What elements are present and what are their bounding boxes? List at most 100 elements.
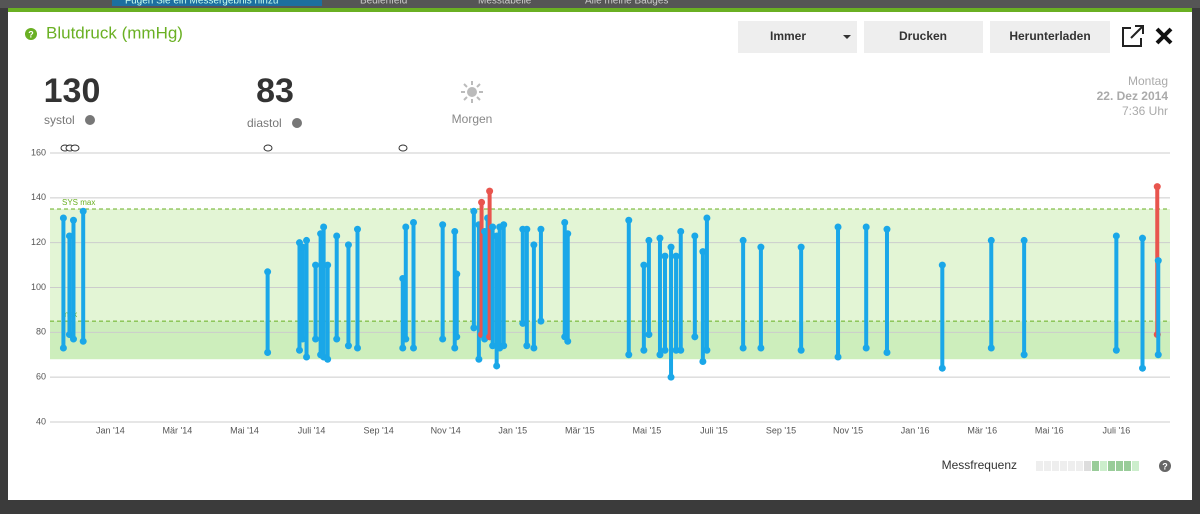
- systol-point: [691, 232, 699, 240]
- systol-point: [677, 227, 685, 235]
- systol-point: [1020, 236, 1028, 244]
- diastol-point: [797, 346, 805, 354]
- close-icon[interactable]: [1155, 27, 1173, 45]
- systol-point: [303, 236, 311, 244]
- diastol-point: [691, 333, 699, 341]
- x-tick-label: Juli '16: [1102, 425, 1130, 435]
- diastol-point: [625, 351, 633, 359]
- systol-point: [667, 243, 675, 251]
- systol-point: [699, 248, 707, 256]
- diastol-point: [333, 335, 341, 343]
- diastol-point: [439, 335, 447, 343]
- sun-icon: [461, 81, 483, 103]
- diastol-point: [344, 342, 352, 350]
- normal-zone: [50, 209, 1170, 322]
- diastol-point: [1020, 351, 1028, 359]
- diastol-point: [564, 337, 572, 345]
- systol-point: [486, 187, 494, 195]
- systol-point: [797, 243, 805, 251]
- diastol-label: diastol: [247, 116, 282, 130]
- systol-point: [478, 198, 486, 206]
- systol-point: [523, 225, 531, 233]
- systol-point: [65, 232, 73, 240]
- systol-point: [439, 221, 447, 229]
- diastol-point: [987, 344, 995, 352]
- diastol-point: [69, 335, 77, 343]
- diastol-point: [677, 346, 685, 354]
- systol-point: [1154, 257, 1162, 265]
- diastol-point: [1139, 364, 1147, 372]
- systol-point: [561, 218, 569, 226]
- diastol-point: [757, 344, 765, 352]
- systol-point: [987, 236, 995, 244]
- x-tick-label: Juli '14: [298, 425, 326, 435]
- systol-point: [409, 218, 417, 226]
- print-button[interactable]: [864, 21, 983, 53]
- download-button[interactable]: [990, 21, 1110, 53]
- note-icons[interactable]: [60, 144, 408, 152]
- diastol-point: [264, 349, 272, 357]
- diastol-point: [353, 344, 361, 352]
- diastol-point: [451, 344, 459, 352]
- button-label[interactable]: Herunterladen: [1009, 29, 1090, 43]
- weekday: Montag: [1128, 74, 1168, 88]
- info-icon[interactable]: [85, 115, 95, 125]
- diastol-point: [519, 319, 527, 327]
- diastol-point: [500, 342, 508, 350]
- modal-title: Blutdruck (mmHg): [46, 23, 183, 42]
- systol-point: [451, 227, 459, 235]
- systol-point: [834, 223, 842, 231]
- systol-value: 130: [44, 72, 101, 110]
- popout-icon[interactable]: [1122, 25, 1144, 47]
- bg-tab-text: Alle meine Badges: [585, 0, 668, 7]
- bg-tab-text: Messtabelle: [478, 0, 532, 7]
- x-tick-label: Mai '15: [633, 425, 662, 435]
- systol-point: [938, 261, 946, 269]
- diastol-point: [65, 331, 73, 339]
- help-icon-q: ?: [28, 29, 34, 39]
- systol-point: [333, 232, 341, 240]
- bg-tab-text: Fügen Sie ein Messergebnis hinzu: [125, 0, 278, 7]
- diastol-point: [656, 351, 664, 359]
- diastol-point: [312, 335, 320, 343]
- x-tick-label: Mär '14: [163, 425, 193, 435]
- systol-point: [530, 241, 538, 249]
- diastol-point: [470, 324, 478, 332]
- systol-point: [537, 225, 545, 233]
- diastol-point: [645, 331, 653, 339]
- systol-point: [757, 243, 765, 251]
- range-dropdown[interactable]: [738, 21, 857, 53]
- x-tick-label: Mär '16: [967, 425, 997, 435]
- systol-point: [656, 234, 664, 242]
- systol-point: [324, 261, 332, 269]
- x-tick-label: Nov '14: [431, 425, 461, 435]
- systol-point: [1112, 232, 1120, 240]
- time-of-day: Morgen: [452, 112, 493, 126]
- info-icon[interactable]: [292, 118, 302, 128]
- systol-point: [645, 236, 653, 244]
- button-label[interactable]: Drucken: [899, 29, 947, 43]
- systol-point: [402, 223, 410, 231]
- diastol-value: 83: [256, 72, 294, 110]
- diastol-point: [399, 344, 407, 352]
- diastol-point: [303, 353, 311, 361]
- diastol-point: [703, 346, 711, 354]
- diastol-point: [862, 344, 870, 352]
- help-icon-q: ?: [1162, 461, 1168, 471]
- systol-point: [453, 270, 461, 278]
- systol-point: [344, 241, 352, 249]
- dropdown-caret: [843, 35, 851, 39]
- systol-point: [625, 216, 633, 224]
- diastol-point: [530, 344, 538, 352]
- help-icon[interactable]: [1159, 460, 1171, 472]
- diastol-point: [938, 364, 946, 372]
- diastol-point: [661, 346, 669, 354]
- systol-point: [79, 207, 87, 215]
- systol-point: [1139, 234, 1147, 242]
- systol-point: [489, 223, 497, 231]
- dropdown-label[interactable]: Immer: [770, 29, 806, 43]
- diastol-point: [1154, 351, 1162, 359]
- systol-point: [69, 216, 77, 224]
